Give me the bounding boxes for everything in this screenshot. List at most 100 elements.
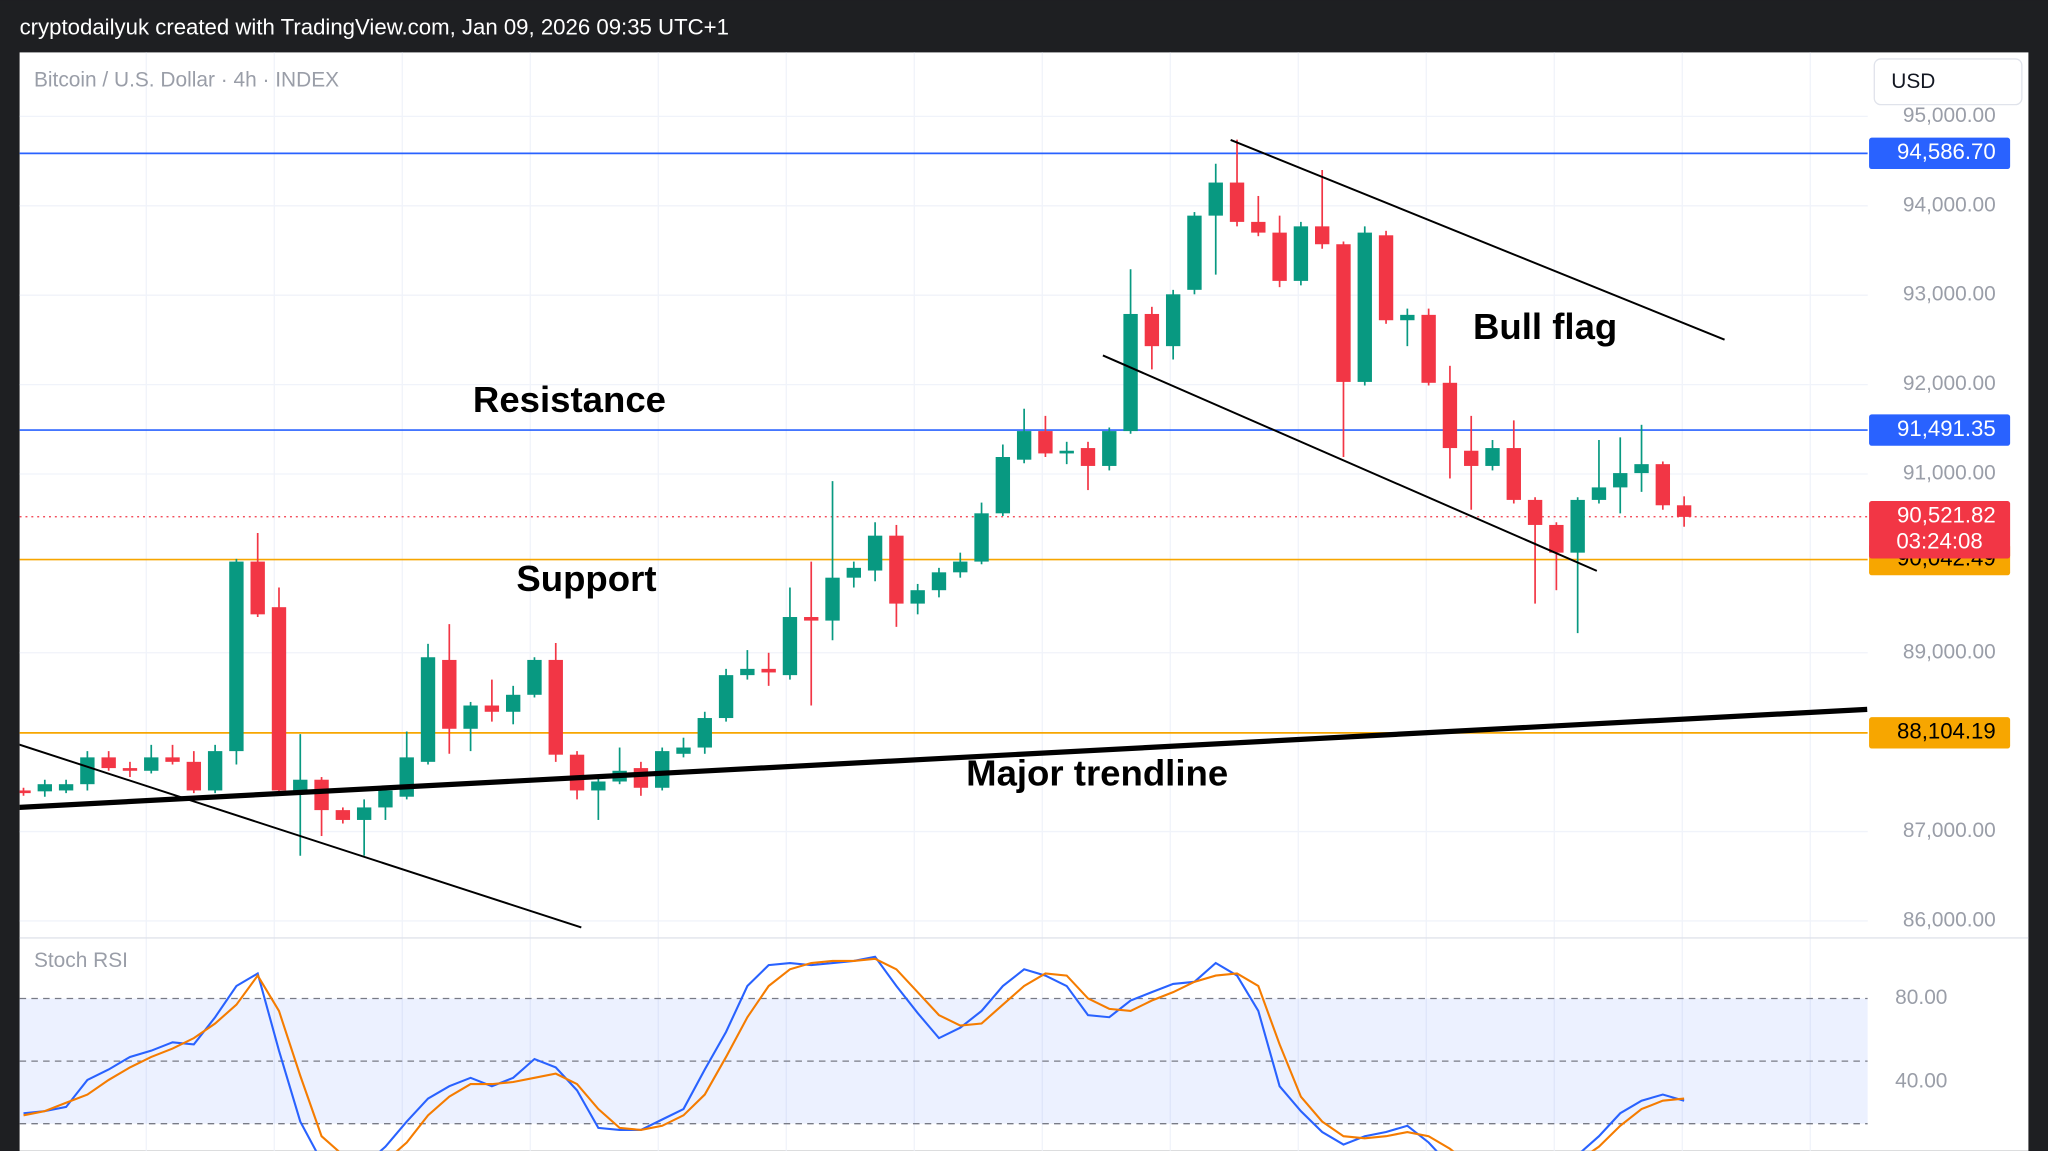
- annotation: Major trendline: [966, 753, 1228, 794]
- candle-body: [1634, 464, 1649, 474]
- candle-body: [1591, 487, 1607, 500]
- candle-body: [101, 757, 116, 769]
- candle-body: [782, 617, 798, 676]
- candle-body: [1016, 431, 1032, 460]
- candle-body: [1655, 464, 1671, 506]
- indicator-line: [23, 957, 1685, 1151]
- candle-body: [1442, 382, 1458, 449]
- candle-body: [1102, 431, 1117, 466]
- candle-body: [1293, 226, 1309, 281]
- indicator-tick-label: 40.00: [1895, 1069, 1947, 1092]
- candle-body: [1378, 235, 1394, 321]
- candle-body: [1272, 232, 1287, 281]
- indicator-title: Stoch RSI: [34, 949, 128, 972]
- candle-body: [19, 790, 31, 794]
- candle-body: [931, 572, 947, 591]
- countdown-label: 03:24:08: [1896, 529, 1982, 554]
- candle-body: [442, 659, 457, 729]
- y-tick-label: 95,000.00: [1903, 104, 1996, 127]
- chart-title: Bitcoin / U.S. Dollar · 4h · INDEX: [34, 69, 339, 92]
- candle-body: [1251, 221, 1266, 233]
- candle-body: [122, 768, 138, 771]
- candle-body: [974, 513, 989, 562]
- candle-body: [335, 810, 351, 820]
- candle-body: [505, 694, 521, 712]
- candle-body: [1506, 448, 1521, 500]
- candle-body: [1144, 313, 1160, 347]
- indicator-tick-label: 80.00: [1895, 986, 1947, 1009]
- candle-body: [910, 590, 925, 604]
- candle-body: [37, 784, 52, 792]
- candle-body: [633, 768, 649, 788]
- candle-body: [463, 705, 478, 729]
- candle-body: [1123, 313, 1138, 432]
- current-price-label: 90,521.82: [1897, 503, 1996, 528]
- candle-body: [1570, 499, 1585, 553]
- candle-body: [1613, 473, 1628, 488]
- candle-body: [1208, 182, 1223, 216]
- candle-body: [1464, 450, 1479, 466]
- y-tick-label: 92,000.00: [1903, 372, 1996, 395]
- candle-body: [207, 751, 223, 791]
- y-tick-label: 89,000.00: [1903, 640, 1996, 663]
- level-badge-label: 91,491.35: [1897, 416, 1996, 441]
- candle-body: [399, 757, 414, 797]
- candle-body: [1059, 450, 1074, 454]
- current-price-badge: [1869, 501, 2011, 559]
- candle-body: [1187, 215, 1202, 290]
- candle-body: [1229, 182, 1245, 222]
- candle-body: [889, 535, 904, 604]
- candle-body: [591, 781, 606, 791]
- annotation: Resistance: [473, 379, 666, 420]
- candle-body: [58, 784, 74, 791]
- candle-body: [293, 779, 308, 791]
- candle-body: [1336, 244, 1351, 382]
- candle-body: [867, 535, 883, 571]
- level-badge: [1869, 414, 2011, 446]
- candle-body: [1315, 226, 1330, 245]
- candle-body: [1080, 448, 1096, 466]
- candle-body: [356, 807, 372, 820]
- candle-body: [80, 757, 95, 785]
- candle-body: [825, 577, 840, 621]
- candle-body: [378, 790, 393, 808]
- candle-body: [420, 657, 436, 762]
- trendline: [1230, 139, 1725, 341]
- y-tick-label: 86,000.00: [1903, 908, 1996, 931]
- candle-body: [953, 561, 968, 573]
- currency-button[interactable]: [1873, 58, 2023, 106]
- candle-body: [676, 747, 691, 754]
- annotation: Bull flag: [1473, 306, 1617, 347]
- candle-body: [1485, 448, 1500, 466]
- caption: cryptodailyuk created with TradingView.c…: [20, 15, 729, 40]
- currency-label: USD: [1891, 70, 1935, 93]
- candle-body: [1400, 314, 1415, 321]
- candle-body: [740, 668, 755, 676]
- candle-body: [271, 607, 287, 791]
- candle-body: [548, 659, 563, 755]
- candle-body: [655, 751, 670, 788]
- candle-body: [186, 761, 202, 791]
- level-badge-label: 88,104.19: [1897, 719, 1996, 744]
- trendline: [1102, 354, 1598, 572]
- candle-body: [1676, 505, 1692, 517]
- candle-body: [1421, 314, 1436, 383]
- candle-body: [569, 754, 585, 791]
- candle-body: [1527, 499, 1543, 525]
- candle-body: [144, 757, 159, 771]
- candle-body: [1165, 294, 1181, 347]
- candle-body: [1357, 232, 1372, 382]
- level-badge-label: 94,586.70: [1897, 139, 1996, 164]
- candle-body: [250, 561, 265, 615]
- candle-body: [1038, 431, 1053, 454]
- candle-body: [314, 779, 329, 811]
- trendline: [19, 706, 1868, 810]
- y-tick-label: 91,000.00: [1903, 462, 1996, 485]
- y-tick-label: 94,000.00: [1903, 193, 1996, 216]
- y-tick-label: 93,000.00: [1903, 283, 1996, 306]
- candle-body: [527, 659, 542, 695]
- candle-body: [761, 668, 776, 673]
- candle-body: [484, 705, 500, 712]
- level-badge: [1869, 137, 2011, 170]
